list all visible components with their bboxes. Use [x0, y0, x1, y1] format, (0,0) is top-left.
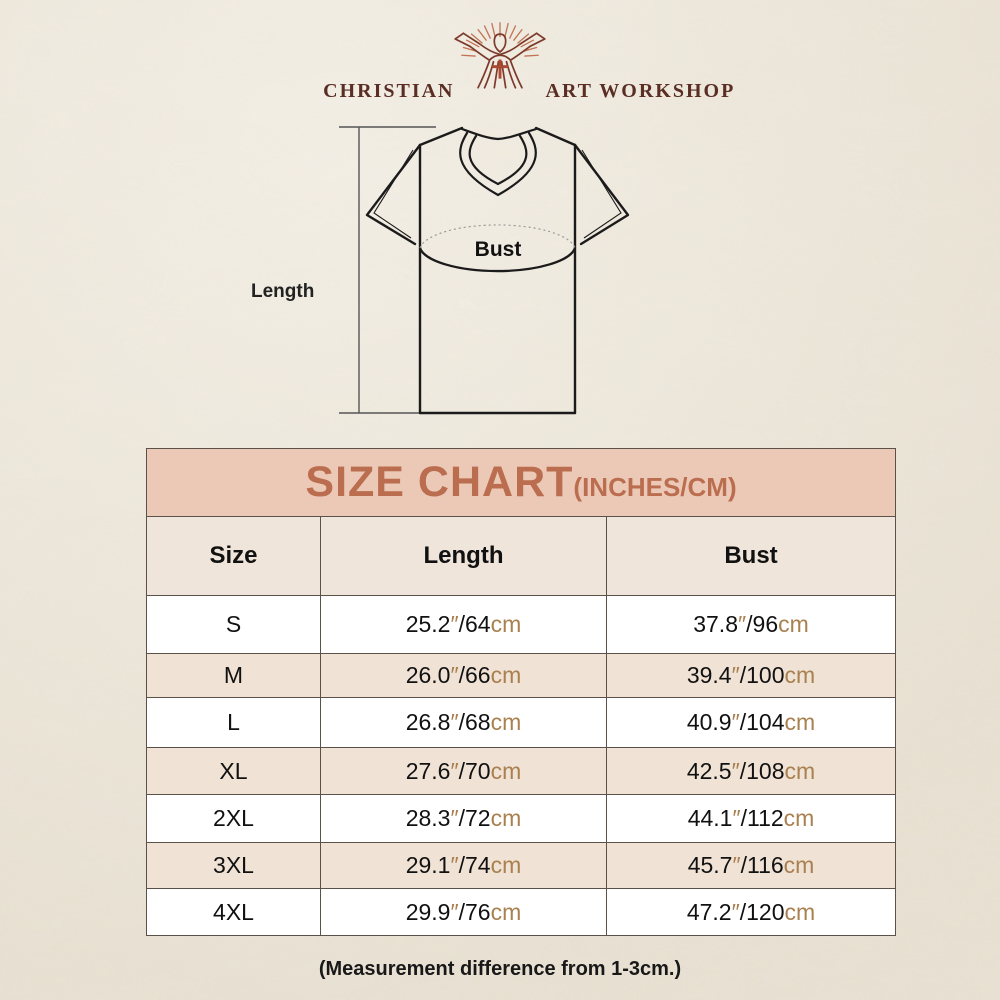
svg-text:Length: Length: [251, 281, 314, 302]
svg-text:Bust: Bust: [475, 238, 522, 261]
